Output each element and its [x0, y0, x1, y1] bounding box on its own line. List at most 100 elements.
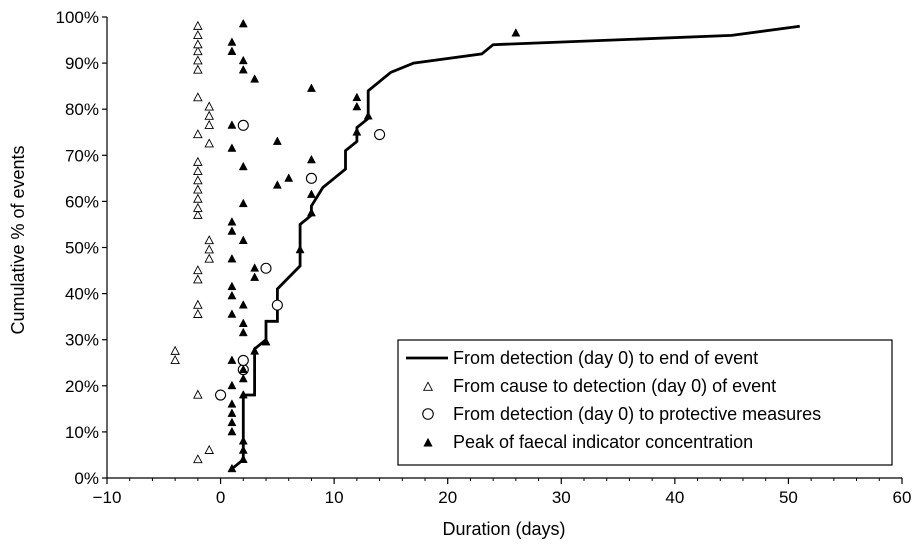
point-peak-faecal-indicator — [227, 408, 237, 417]
y-tick-label: 0% — [74, 469, 99, 488]
point-cause-to-detection — [204, 253, 215, 263]
x-tick-label: 50 — [779, 488, 798, 507]
point-peak-faecal-indicator — [250, 272, 260, 281]
point-peak-faecal-indicator — [227, 426, 237, 436]
y-tick-label: 50% — [65, 239, 99, 258]
point-cause-to-detection — [193, 265, 203, 275]
point-cause-to-detection — [193, 209, 203, 219]
point-peak-faecal-indicator — [238, 55, 248, 65]
y-tick-label: 100% — [56, 8, 99, 27]
point-peak-faecal-indicator — [238, 300, 248, 309]
point-peak-faecal-indicator — [238, 454, 248, 463]
point-cause-to-detection — [193, 454, 203, 464]
point-cause-to-detection — [193, 55, 203, 65]
point-peak-faecal-indicator — [238, 64, 248, 74]
point-peak-faecal-indicator — [352, 101, 362, 111]
point-peak-faecal-indicator — [295, 244, 305, 254]
legend-entry-label: From cause to detection (day 0) of event — [453, 376, 776, 396]
point-peak-faecal-indicator — [363, 111, 373, 120]
legend-box — [397, 339, 893, 466]
point-peak-faecal-indicator — [227, 417, 237, 427]
point-cause-to-detection — [193, 29, 203, 40]
point-peak-faecal-indicator — [227, 217, 237, 226]
point-cause-to-detection — [193, 92, 203, 102]
point-peak-faecal-indicator — [227, 309, 237, 318]
point-detection-to-protective — [237, 354, 249, 366]
point-peak-faecal-indicator — [227, 253, 237, 263]
point-peak-faecal-indicator — [352, 127, 362, 136]
point-peak-faecal-indicator — [238, 18, 248, 28]
point-cause-to-detection — [204, 119, 215, 129]
legend-entry-label: Peak of faecal indicator concentration — [453, 432, 753, 452]
point-cause-to-detection — [193, 299, 203, 309]
point-peak-faecal-indicator — [227, 143, 237, 152]
x-tick-label: 10 — [325, 488, 344, 507]
point-peak-faecal-indicator — [227, 281, 237, 291]
point-peak-faecal-indicator — [227, 399, 237, 408]
point-peak-faecal-indicator — [227, 46, 237, 55]
point-peak-faecal-indicator — [306, 207, 316, 217]
point-peak-faecal-indicator — [238, 235, 248, 244]
point-peak-faecal-indicator — [227, 463, 237, 473]
point-peak-faecal-indicator — [238, 161, 248, 171]
point-peak-faecal-indicator — [250, 263, 260, 272]
y-tick-label: 10% — [65, 423, 99, 442]
point-cause-to-detection — [204, 235, 215, 245]
point-peak-faecal-indicator — [227, 380, 237, 390]
point-cause-to-detection — [204, 444, 215, 454]
y-tick-label: 60% — [65, 192, 99, 211]
point-peak-faecal-indicator — [250, 74, 260, 83]
point-detection-to-protective — [237, 119, 249, 131]
legend-swatch-marker — [423, 437, 433, 447]
x-tick-label: 40 — [665, 488, 684, 507]
y-axis-label: Cumulative % of events — [8, 145, 28, 334]
x-tick-label: −10 — [93, 488, 122, 507]
x-tick-label: 30 — [552, 488, 571, 507]
point-peak-faecal-indicator — [238, 198, 248, 208]
point-peak-faecal-indicator — [238, 327, 248, 337]
point-peak-faecal-indicator — [227, 37, 237, 46]
x-tick-label: 20 — [438, 488, 457, 507]
point-detection-to-protective — [374, 129, 386, 141]
point-detection-to-protective — [260, 262, 272, 274]
point-cause-to-detection — [193, 156, 203, 166]
point-detection-to-protective — [305, 172, 317, 184]
y-tick-label: 80% — [65, 100, 99, 119]
point-cause-to-detection — [193, 129, 203, 139]
point-cause-to-detection — [193, 193, 203, 203]
y-tick-label: 90% — [65, 54, 99, 73]
point-peak-faecal-indicator — [238, 318, 248, 327]
point-cause-to-detection — [193, 274, 203, 284]
point-cause-to-detection — [193, 46, 203, 56]
y-tick-label: 30% — [65, 331, 99, 350]
point-peak-faecal-indicator — [352, 92, 362, 102]
point-peak-faecal-indicator — [261, 336, 271, 346]
legend-entry-label: From detection (day 0) to protective mea… — [453, 404, 821, 424]
x-tick-label: 60 — [893, 488, 912, 507]
point-cause-to-detection — [193, 308, 203, 318]
point-peak-faecal-indicator — [511, 28, 521, 37]
point-peak-faecal-indicator — [284, 173, 294, 182]
point-peak-faecal-indicator — [306, 189, 316, 198]
point-peak-faecal-indicator — [238, 436, 248, 445]
point-cause-to-detection — [193, 165, 203, 176]
legend: From detection (day 0) to end of event Fr… — [397, 339, 893, 466]
x-axis-label: Duration (days) — [442, 519, 565, 539]
point-cause-to-detection — [204, 110, 215, 120]
point-cause-to-detection — [193, 184, 203, 194]
point-peak-faecal-indicator — [238, 364, 248, 374]
axes-layer: 0% 10% 20% 30% 40% 50% 60% 70% 80% 90% 100% −10 0 10 2… — [56, 8, 912, 507]
point-peak-faecal-indicator — [306, 83, 316, 92]
legend-swatch-marker — [423, 381, 433, 391]
x-tick-label: 0 — [216, 488, 225, 507]
point-peak-faecal-indicator — [227, 120, 237, 129]
point-detection-to-protective — [271, 299, 283, 311]
point-peak-faecal-indicator — [238, 445, 248, 454]
point-cause-to-detection — [193, 175, 203, 185]
point-cause-to-detection — [193, 64, 203, 74]
point-cause-to-detection — [204, 101, 215, 111]
y-tick-label: 70% — [65, 146, 99, 165]
point-cause-to-detection — [193, 20, 203, 30]
